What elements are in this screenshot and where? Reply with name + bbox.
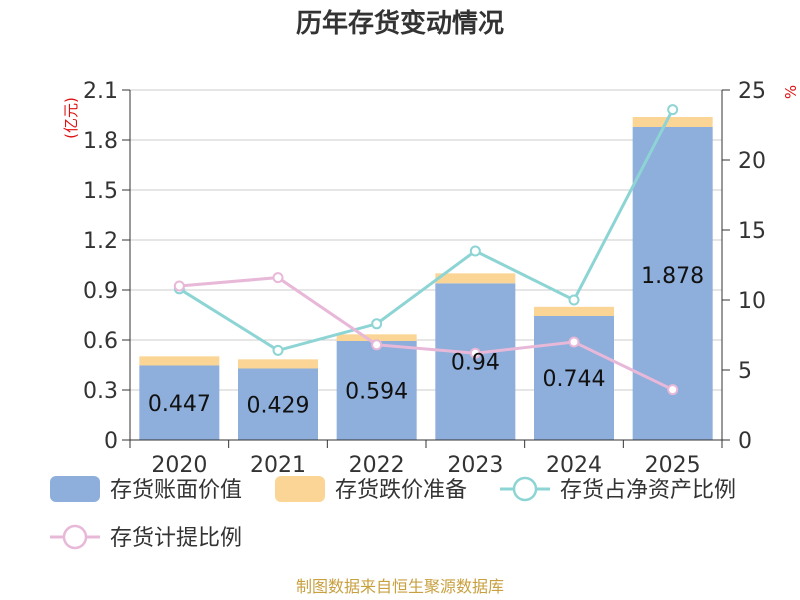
legend-swatch-marker: [512, 476, 538, 502]
line-inventory-to-net-assets: [178, 108, 674, 353]
bar-impairment-reserve: [336, 334, 417, 341]
legend-label: 存货计提比例: [110, 526, 242, 551]
left-tick-label: 0: [104, 429, 118, 454]
line-provision-ratio-point: [568, 336, 580, 348]
line-provision-ratio-point: [173, 280, 185, 292]
legend-swatch-bar: [275, 476, 325, 502]
bars: [139, 117, 713, 440]
lines: [173, 104, 679, 396]
right-tick-label: 5: [738, 359, 752, 384]
line-inventory-to-net-assets-point: [469, 245, 481, 257]
line-provision-ratio-point: [272, 272, 284, 284]
x-tick-label: 2021: [250, 453, 306, 478]
bar-book-value: [139, 365, 220, 440]
grid: [130, 89, 722, 441]
x-tick-label: 2023: [447, 453, 503, 478]
legend-swatch-marker: [62, 524, 88, 550]
chart-title: 历年存货变动情况: [296, 8, 504, 39]
right-tick-label: 20: [738, 149, 766, 174]
bar-book-value: [238, 368, 318, 440]
line-provision-ratio: [179, 276, 674, 391]
line-provision-ratio-point: [667, 384, 679, 396]
source-note: 制图数据来自恒生聚源数据库: [296, 577, 504, 596]
bar-value-label: 0.94: [451, 351, 500, 376]
left-tick-label: 0.9: [83, 279, 118, 304]
bar-value-label: 0.447: [148, 392, 211, 417]
right-axis-unit: %: [782, 85, 800, 99]
x-tick-label: 2020: [151, 453, 207, 478]
bar-value-label: 1.878: [641, 264, 704, 289]
legend-label: 存货账面价值: [110, 478, 242, 503]
line-inventory-to-net-assets-point: [568, 294, 580, 306]
bar-impairment-reserve: [632, 117, 713, 127]
left-tick-label: 0.6: [83, 329, 118, 354]
legend-label: 存货占净资产比例: [560, 478, 736, 503]
line-provision-ratio-point: [469, 347, 481, 359]
right-tick-label: 0: [738, 429, 752, 454]
left-tick-label: 2.1: [83, 79, 118, 104]
line-provision-ratio-point: [371, 339, 383, 351]
bar-labels: 0.447 0.429 0.594 0.94 0.744 1.878: [148, 264, 704, 418]
right-tick-label: 15: [738, 219, 766, 244]
line-inventory-to-net-assets-point: [371, 318, 383, 330]
bar-book-value: [336, 341, 417, 440]
x-tick-label: 2024: [546, 453, 602, 478]
legend-swatch-bar: [50, 476, 100, 502]
bar-book-value: [435, 283, 516, 440]
left-tick-label: 0.3: [83, 379, 118, 404]
left-tick-label: 1.5: [83, 179, 118, 204]
right-tick-label: 10: [738, 289, 766, 314]
right-tick-label: 25: [738, 79, 766, 104]
bar-value-label: 0.744: [543, 367, 606, 392]
bar-impairment-reserve: [139, 356, 220, 366]
bar-impairment-reserve: [435, 273, 516, 284]
left-tick-label: 1.8: [83, 129, 118, 154]
legend-label: 存货跌价准备: [335, 478, 467, 503]
left-tick-label: 1.2: [83, 229, 118, 254]
line-inventory-to-net-assets-point: [272, 344, 284, 356]
line-inventory-to-net-assets-point: [667, 104, 679, 116]
x-tick-label: 2022: [349, 453, 405, 478]
left-axis-unit: (亿元): [62, 97, 80, 139]
bar-value-label: 0.429: [247, 393, 310, 418]
bar-impairment-reserve: [534, 306, 614, 316]
bar-value-label: 0.594: [345, 380, 408, 405]
bar-impairment-reserve: [238, 359, 318, 369]
x-tick-label: 2025: [645, 453, 701, 478]
